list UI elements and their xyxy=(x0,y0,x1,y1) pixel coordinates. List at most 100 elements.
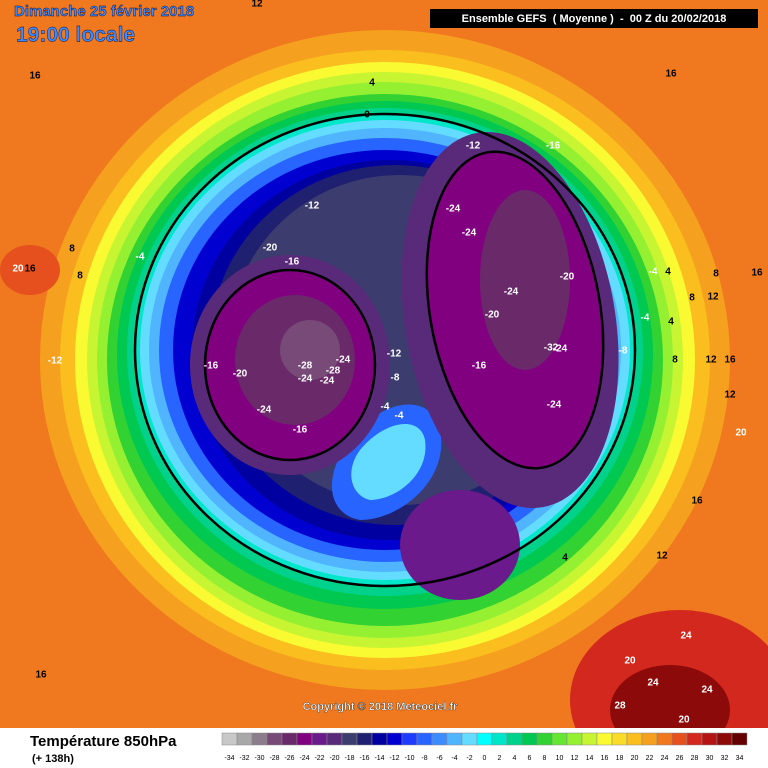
contour-label: -12 xyxy=(48,356,63,367)
contour-label: -16 xyxy=(546,141,561,152)
scale-label: 10 xyxy=(556,755,564,762)
contour-label: 16 xyxy=(35,670,47,681)
model-box xyxy=(430,9,758,28)
contour-label: 12 xyxy=(251,0,263,10)
contour-label: -24 xyxy=(504,287,519,298)
scale-cell xyxy=(296,732,313,746)
contour-label: -12 xyxy=(387,349,402,360)
scale-cell xyxy=(281,732,298,746)
scale-cell xyxy=(536,732,553,746)
scale-cell xyxy=(626,732,643,746)
contour-label: 24 xyxy=(680,631,692,642)
scale-label: -34 xyxy=(224,755,234,762)
model-run: Ensemble GEFS ( Moyenne ) - 00 Z du 20/0… xyxy=(462,13,727,25)
scale-cell xyxy=(701,732,718,746)
contour-label: 8 xyxy=(713,269,719,280)
scale-cell xyxy=(371,732,388,746)
contour-label: 8 xyxy=(689,293,695,304)
scale-cell xyxy=(416,732,433,746)
contour-label: -20 xyxy=(263,243,278,254)
scale-label: -18 xyxy=(344,755,354,762)
contour-label: 16 xyxy=(691,496,703,507)
scale-cell xyxy=(731,732,748,746)
contour-label: 4 xyxy=(665,267,671,278)
contour-label: 12 xyxy=(705,355,717,366)
contour-label: 8 xyxy=(672,355,678,366)
contour-label: 16 xyxy=(751,268,763,279)
contour-label: -4 xyxy=(649,267,658,278)
scale-label: 22 xyxy=(646,755,654,762)
scale-label: 16 xyxy=(601,755,609,762)
contour-label: -12 xyxy=(305,201,320,212)
scale-label: 8 xyxy=(543,755,547,762)
contour-label: 12 xyxy=(707,292,719,303)
scale-label: -12 xyxy=(389,755,399,762)
contour-label: 16 xyxy=(29,71,41,82)
contour-label: -16 xyxy=(472,361,487,372)
scale-cell xyxy=(341,732,358,746)
scale-cell xyxy=(386,732,403,746)
scale-label: -30 xyxy=(254,755,264,762)
contour-label: 12 xyxy=(656,551,668,562)
scale-cell xyxy=(476,732,493,746)
contour-label: -4 xyxy=(136,252,145,263)
scale-cell xyxy=(221,732,238,746)
contour-label: -24 xyxy=(553,344,568,355)
contour-label: 20 xyxy=(624,656,636,667)
scale-label: 28 xyxy=(691,755,699,762)
contour-label: -28 xyxy=(298,361,313,372)
scale-label: -4 xyxy=(451,755,457,762)
contour-lines xyxy=(133,112,637,588)
scale-label: 26 xyxy=(676,755,684,762)
scale-label: 2 xyxy=(498,755,502,762)
scale-cell xyxy=(566,732,583,746)
contour-label: -20 xyxy=(233,369,248,380)
scale-label: -2 xyxy=(466,755,472,762)
scale-cell xyxy=(461,732,478,746)
scale-cell xyxy=(431,732,448,746)
scale-cell xyxy=(356,732,373,746)
scale-cell xyxy=(311,732,328,746)
contour-label: 28 xyxy=(614,701,626,712)
date: Dimanche 25 février 2018 xyxy=(14,3,194,20)
scale-label: -32 xyxy=(239,755,249,762)
scale-label: -28 xyxy=(269,755,279,762)
scale-cell xyxy=(326,732,343,746)
scale-cell xyxy=(551,732,568,746)
contour-label: 20 xyxy=(12,264,24,275)
contour-label: -32 xyxy=(544,343,559,354)
lead-time: (+ 138h) xyxy=(32,753,74,765)
scale-cell xyxy=(236,732,253,746)
contour-label: -16 xyxy=(204,361,219,372)
contour-label: 16 xyxy=(24,264,36,275)
scale-cell xyxy=(446,732,463,746)
scale-cell xyxy=(251,732,268,746)
scale-label: 6 xyxy=(528,755,532,762)
contour-label: -8 xyxy=(391,373,400,384)
contour-label: -28 xyxy=(326,366,341,377)
local-time: 19:00 locale xyxy=(16,24,135,47)
scale-label: 30 xyxy=(706,755,714,762)
contour-label: 4 xyxy=(369,78,375,89)
scale-cell xyxy=(671,732,688,746)
scale-cell xyxy=(596,732,613,746)
scale-cell xyxy=(611,732,628,746)
scale-label: 0 xyxy=(483,755,487,762)
contour-label: -24 xyxy=(257,405,272,416)
contour-label: -20 xyxy=(485,310,500,321)
contour-label: -4 xyxy=(641,313,650,324)
scale-cell xyxy=(521,732,538,746)
scale-label: -8 xyxy=(421,755,427,762)
scale-label: -22 xyxy=(314,755,324,762)
contour-label: -24 xyxy=(320,376,335,387)
contour-label: -24 xyxy=(446,204,461,215)
scale-cell xyxy=(581,732,598,746)
scale-cell xyxy=(506,732,523,746)
scale-label: -26 xyxy=(284,755,294,762)
scale-cell xyxy=(686,732,703,746)
contour-label: 0 xyxy=(364,110,370,121)
scale-label: 12 xyxy=(571,755,579,762)
scale-cell xyxy=(266,732,283,746)
contour-label: 4 xyxy=(668,317,674,328)
